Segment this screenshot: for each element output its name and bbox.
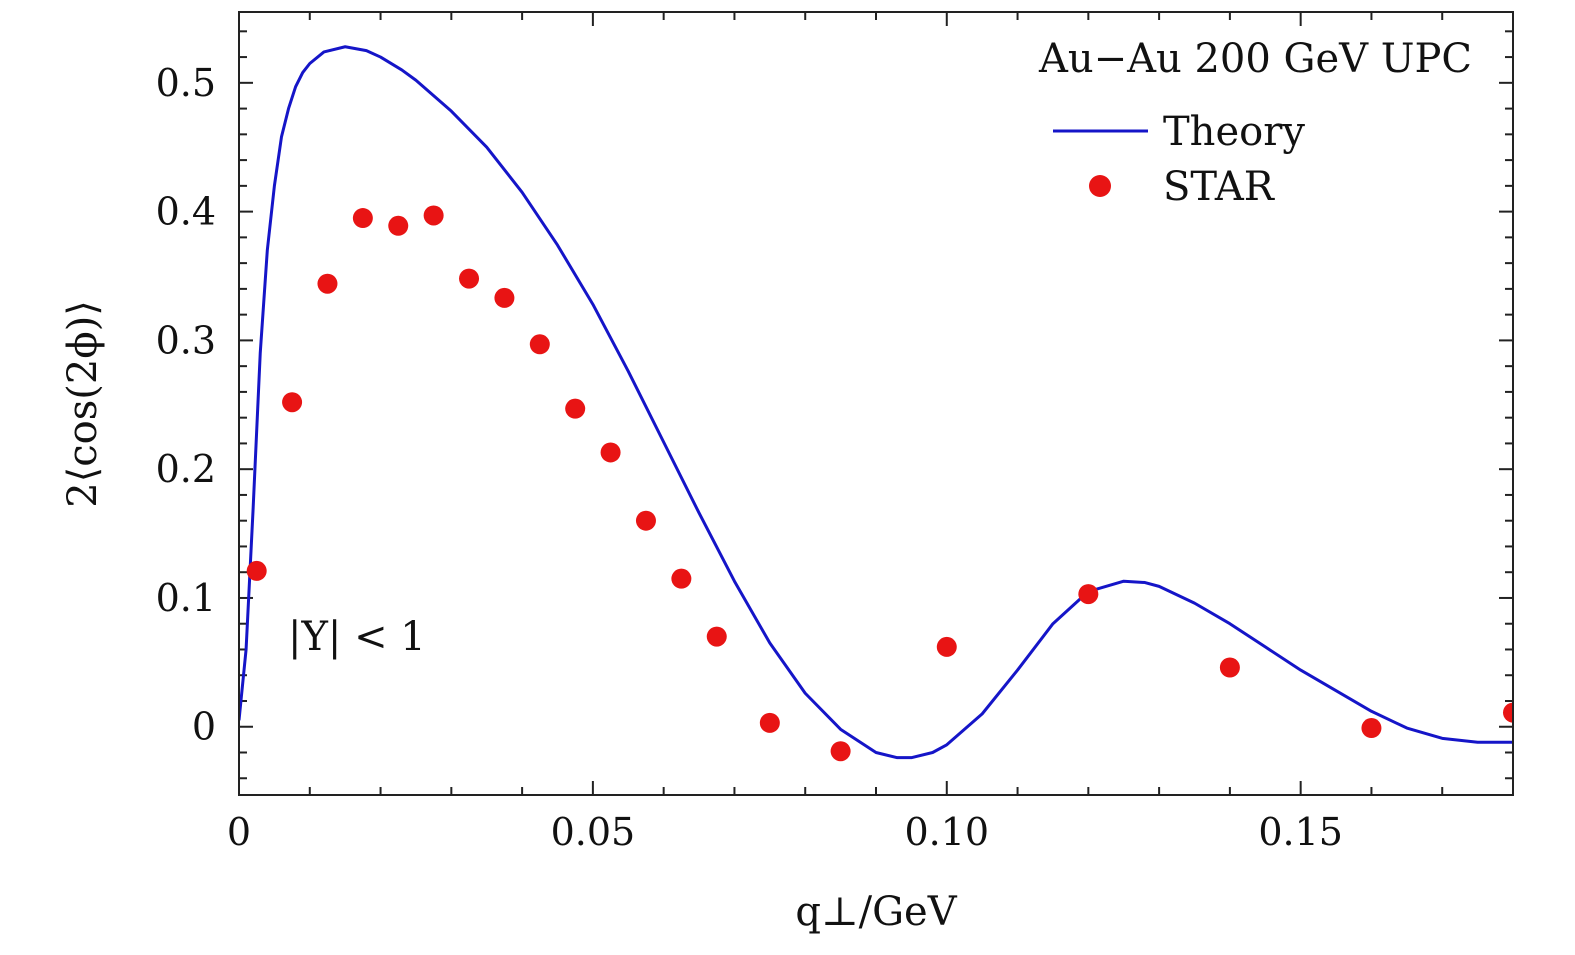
star-point (830, 741, 851, 762)
y-tick-label: 0.2 (156, 447, 216, 491)
legend-theory-label: Theory (1163, 109, 1305, 155)
star-point (936, 636, 957, 657)
x-axis-label: q⊥/GeV (795, 889, 957, 935)
star-point (459, 268, 480, 289)
star-point (1503, 702, 1513, 723)
star-point (352, 208, 373, 229)
x-tick-label: 0.05 (551, 810, 636, 854)
axis-ticks (238, 12, 1514, 795)
x-tick-label: 0 (227, 810, 251, 854)
chart-title: Au−Au 200 GeV UPC (1038, 36, 1472, 82)
star-point (282, 392, 303, 413)
legend: Theory STAR (1053, 109, 1305, 210)
star-point (317, 273, 338, 294)
region-annotation: |Y| < 1 (288, 614, 426, 660)
star-point (635, 510, 656, 531)
y-tick-label: 0.5 (156, 61, 216, 105)
star-point (565, 398, 586, 419)
star-point (1078, 584, 1099, 605)
star-point (388, 215, 409, 236)
star-point (706, 626, 727, 647)
star-point (1219, 657, 1240, 678)
y-tick-label: 0.4 (156, 190, 216, 234)
x-tick-label: 0.15 (1258, 810, 1343, 854)
y-tick-label: 0.1 (156, 576, 216, 620)
x-tick-label: 0.10 (904, 810, 989, 854)
star-point (494, 287, 515, 308)
star-point (529, 334, 550, 355)
legend-star-label: STAR (1163, 164, 1276, 210)
y-axis-label: 2⟨cos(2ϕ)⟩ (60, 300, 106, 508)
y-tick-label: 0 (192, 705, 216, 749)
star-point (423, 205, 444, 226)
plot-frame (238, 11, 1514, 796)
star-point (1361, 718, 1382, 739)
theory-curve (239, 45, 1513, 760)
star-point (600, 442, 621, 463)
tick-labels: 0 0.05 0.10 0.15 0 0.1 0.2 0.3 0.4 0.5 (156, 61, 1343, 854)
y-tick-label: 0.3 (156, 318, 216, 362)
star-point (759, 712, 780, 733)
star-point (246, 560, 267, 581)
plot-area (239, 45, 1513, 762)
star-point (671, 568, 692, 589)
legend-star-marker (1089, 175, 1111, 197)
